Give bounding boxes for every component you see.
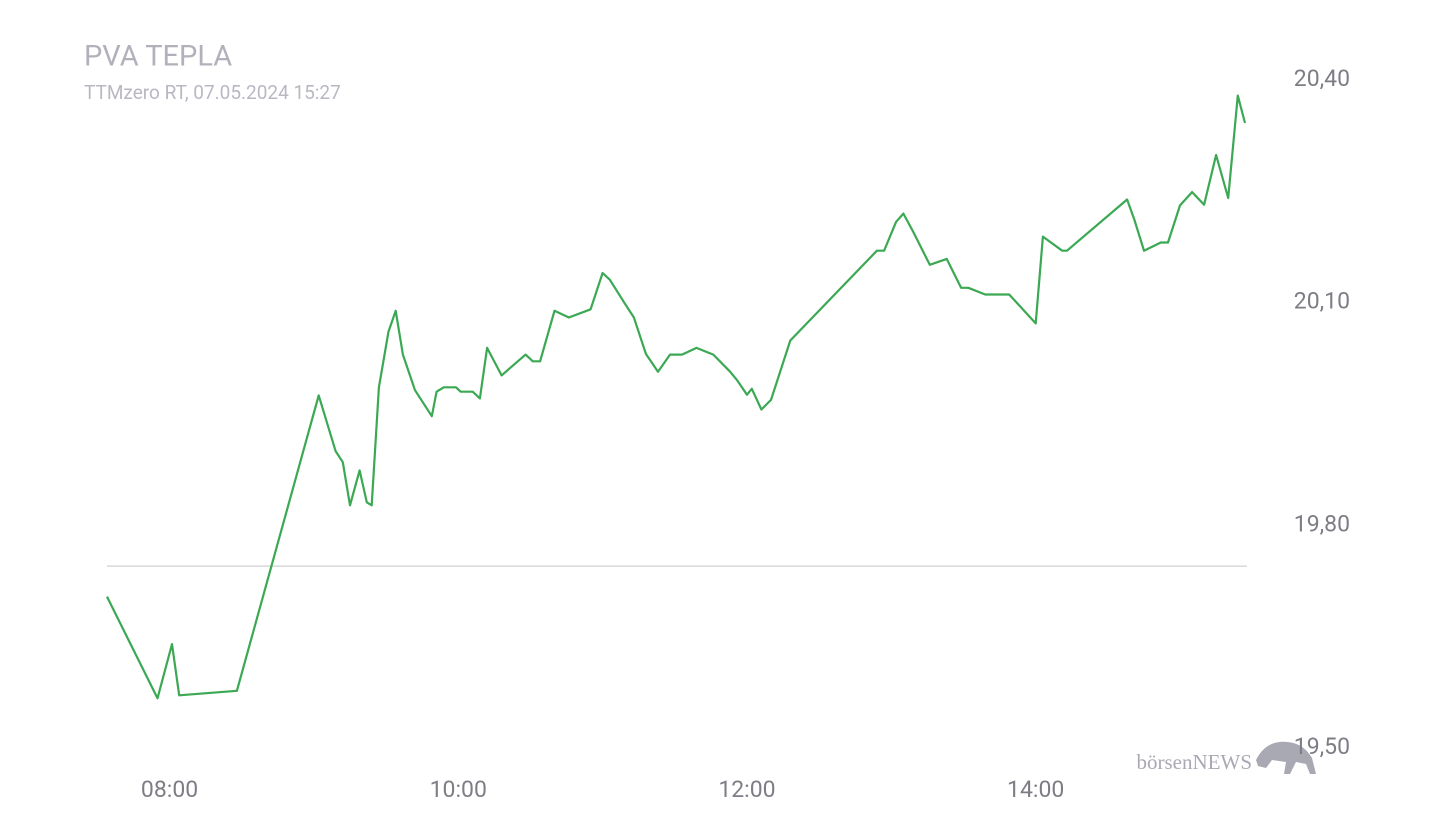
watermark: börsenNEWS xyxy=(1137,750,1252,774)
y-tick-label: 19,80 xyxy=(1294,510,1350,537)
y-tick-label: 19,50 xyxy=(1294,733,1350,760)
price-line xyxy=(106,94,1247,700)
chart-title: PVA TEPLA xyxy=(84,40,232,74)
chart-subtitle: TTMzero RT, 07.05.2024 15:27 xyxy=(84,81,341,104)
x-tick-label: 08:00 xyxy=(141,776,198,803)
x-tick-label: 12:00 xyxy=(718,776,775,803)
y-tick-label: 20,40 xyxy=(1294,65,1350,92)
x-tick-label: 14:00 xyxy=(1007,776,1064,803)
logo-bull xyxy=(1256,741,1316,774)
x-tick-label: 10:00 xyxy=(430,776,487,803)
y-tick-label: 20,10 xyxy=(1294,288,1350,315)
